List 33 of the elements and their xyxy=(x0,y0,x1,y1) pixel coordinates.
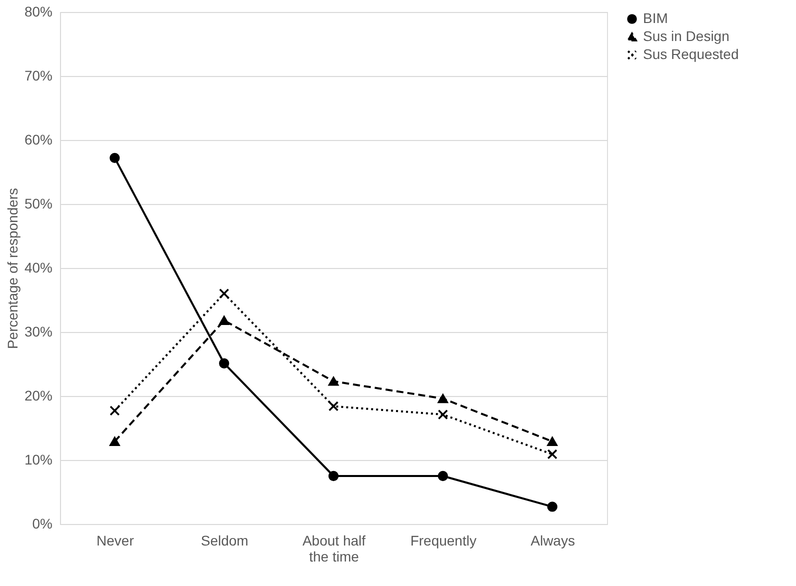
point xyxy=(110,152,120,163)
y-tick-label: 30% xyxy=(24,324,52,340)
x-tick-label: Seldom xyxy=(200,532,248,548)
point xyxy=(547,502,558,512)
x-tick-label: Never xyxy=(96,532,134,548)
y-tick-label: 80% xyxy=(24,4,52,20)
legend-label: Sus in Design xyxy=(643,28,730,44)
y-tick-label: 10% xyxy=(24,452,52,468)
y-axis-title: Percentage of responders xyxy=(4,188,20,350)
point xyxy=(219,288,230,299)
point xyxy=(110,436,120,446)
x-tick-label: Always xyxy=(530,532,575,548)
point xyxy=(219,316,230,326)
y-tick-label: 20% xyxy=(24,388,52,404)
point xyxy=(328,401,339,412)
y-tick-label: 60% xyxy=(24,132,52,148)
point xyxy=(110,406,120,416)
point xyxy=(438,409,448,420)
point xyxy=(219,358,230,368)
x-tick-label: Frequently xyxy=(410,532,476,548)
y-tick-label: 40% xyxy=(24,260,52,276)
point xyxy=(438,394,448,404)
point xyxy=(547,436,558,446)
y-tick-label: 0% xyxy=(32,516,52,532)
y-tick-label: 50% xyxy=(24,196,52,212)
point xyxy=(328,470,339,482)
legend-label: Sus Requested xyxy=(643,46,739,62)
y-tick-label: 70% xyxy=(24,68,52,84)
x-tick-label: About half the time xyxy=(302,532,366,564)
point xyxy=(438,470,448,482)
legend-label: BIM xyxy=(643,10,668,26)
point xyxy=(547,449,558,460)
point xyxy=(328,376,339,386)
